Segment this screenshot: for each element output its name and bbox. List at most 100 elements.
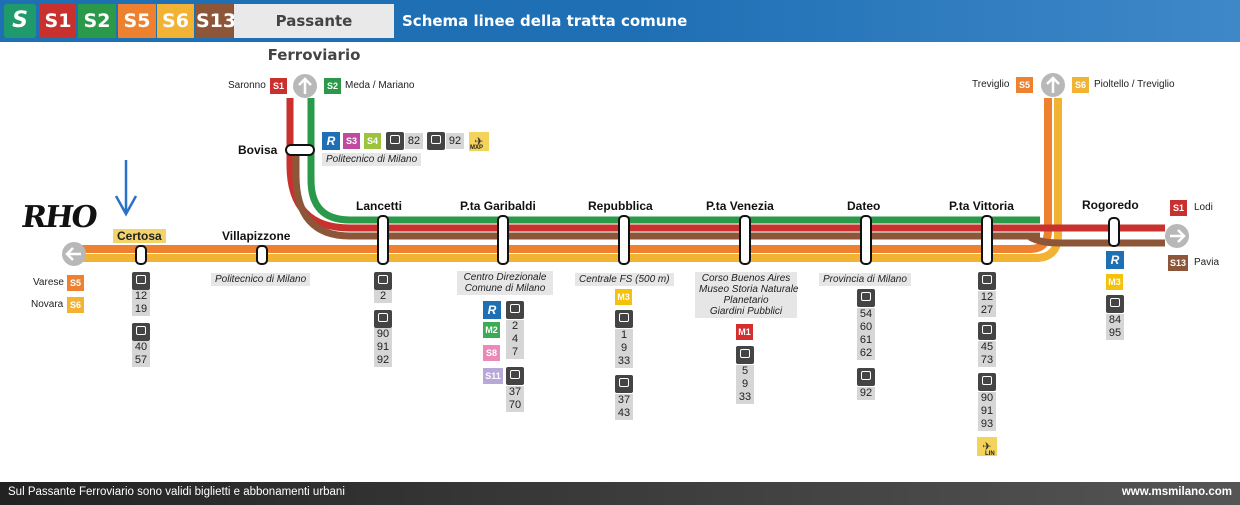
airport-code: MXP [470,145,484,151]
line-badge-s2: S2 [324,78,341,94]
station-marker-garibaldi[interactable] [497,215,509,265]
line-tag-s13: S13 [196,4,236,38]
tram-number: 33 [617,355,631,367]
station-marker-vittoria[interactable] [981,215,993,265]
arrow-left-glyph [65,247,81,261]
bus-icon [978,322,996,340]
branch-pioltello-treviglio: Pioltello / Treviglio [1094,79,1175,90]
tram-numbers: 5 9 33 [736,365,754,404]
network-name: Passante Ferroviario [234,4,394,64]
landmark-label: Centrale FS (500 m) [575,273,674,286]
tram-icon [736,346,754,364]
bus-numbers: 90 91 93 [978,392,996,431]
tram-number: 12 [134,290,148,302]
tram-numbers: 2 [374,290,392,303]
station-name-certosa: Certosa [113,229,166,243]
rail-interchange-icon: R [1106,251,1124,269]
tram-number: 1 [620,329,628,341]
bus-icon [978,373,996,391]
line-badge-s4: S4 [364,133,381,149]
line-badge-s13: S13 [1168,255,1188,271]
tram-number: 9 [741,378,749,390]
bus-numbers: 92 [857,387,875,400]
bus-numbers: 40 57 [132,341,150,367]
bus-icon [132,323,150,341]
bus-number: 54 [859,308,873,320]
line-badge-s3: S3 [343,133,360,149]
station-marker-villapizzone[interactable] [256,245,268,265]
line-badge-s6: S6 [1072,77,1089,93]
station-marker-bovisa[interactable] [285,144,315,156]
landmark-line: Comune di Milano [464,283,546,294]
station-marker-lancetti[interactable] [377,215,389,265]
bus-number: 37 [508,386,522,398]
bus-number: 37 [617,394,631,406]
landmark-line: Corso Buenos Aires [701,273,791,284]
landmark-label: Politecnico di Milano [211,273,311,286]
bus-numbers: 37 43 [615,394,633,420]
station-marker-venezia[interactable] [739,215,751,265]
branch-lodi: Lodi [1194,202,1213,213]
bus-number: 40 [134,341,148,353]
tram-number: 2 [511,320,519,332]
bus-number: 93 [980,418,994,430]
bus-number: 92 [376,354,390,366]
branch-varese: Varese [33,277,64,288]
branch-novara: Novara [31,299,64,310]
header-bar: S S1 S2 S5 S6 S13 Passante Ferroviario S… [0,0,1240,64]
line-badge-s1: S1 [270,78,287,94]
footer-url[interactable]: www.msmilano.com [1121,486,1232,498]
bus-number: 62 [859,347,873,359]
line-badge-s1: S1 [1170,200,1187,216]
tram-icon [374,272,392,290]
branch-meda-mariano: Meda / Mariano [345,80,415,91]
track-s13-bovisa [292,148,1040,240]
bus-icon [615,375,633,393]
bus-number: 84 [1108,314,1122,326]
bus-numbers: 90 91 92 [374,328,392,367]
tram-icon [506,301,524,319]
landmark-line: Museo Storia Naturale [699,284,799,295]
bus-number: 92 [859,387,873,399]
metro-badge-m3: M3 [1106,274,1123,290]
landmark-line: Centro Direzionale [463,272,547,283]
tram-number: 2 [379,290,387,302]
station-name-garibaldi: P.ta Garibaldi [460,199,536,213]
footer-note: Sul Passante Ferroviario sono validi big… [8,486,345,498]
station-marker-dateo[interactable] [860,215,872,265]
bus-number: 82 [405,133,423,149]
line-badge-s5: S5 [1016,77,1033,93]
line-badge-s8: S8 [483,345,500,361]
station-marker-certosa[interactable] [135,245,147,265]
metro-badge-m3: M3 [615,289,632,305]
airport-icon: ✈ [469,132,489,151]
line-tag-s5: S5 [118,4,156,38]
rail-interchange-icon: R [483,301,501,319]
station-name-bovisa: Bovisa [238,143,278,157]
station-marker-rogoredo[interactable] [1108,217,1120,247]
tram-icon [132,272,150,290]
line-badge-s5: S5 [67,275,84,291]
landmark-line: Planetario [723,295,769,306]
arrow-up-glyph [298,77,312,94]
bus-number: 57 [134,354,148,366]
station-name-lancetti: Lancetti [356,199,403,213]
tram-numbers: 1 9 33 [615,329,633,368]
bus-number: 43 [617,407,631,419]
bus-number: 90 [980,392,994,404]
footer-bar: Sul Passante Ferroviario sono validi big… [0,482,1240,505]
landmark-label: Centro Direzionale Comune di Milano [457,271,553,295]
page-title: Schema linee della tratta comune [402,12,688,30]
bus-number: 61 [859,334,873,346]
tram-numbers: 12 27 [978,291,996,317]
line-tag-s1: S1 [40,4,76,38]
bus-numbers: 54 60 61 62 [857,308,875,360]
tram-number: 5 [741,365,749,377]
station-marker-repubblica[interactable] [618,215,630,265]
bus-number: 45 [980,341,994,353]
header-shade [640,0,1240,42]
tram-icon [978,272,996,290]
arrow-up-glyph [1046,76,1060,93]
suburban-logo: S [4,4,36,38]
line-badge-s6: S6 [67,297,84,313]
